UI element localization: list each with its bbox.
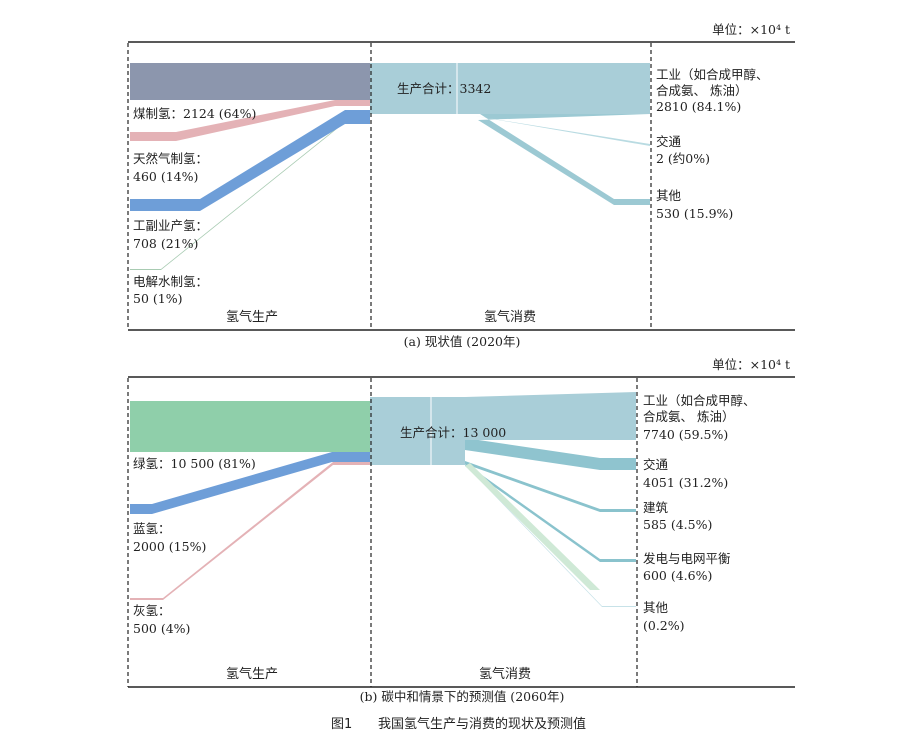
panel-b-source-grey-name: 灰氢：	[133, 603, 171, 618]
panel-a: 单位：×10⁴ t 煤制氢：2124 (64%) 天然气制氢： 460 (14%…	[127, 22, 795, 349]
panel-b-target-industry-line1: 工业（如合成甲醇、	[643, 393, 756, 408]
panel-b-target-building-name: 建筑	[643, 500, 669, 515]
flow-a-byproduct	[130, 110, 370, 211]
panel-b-source-blue-name: 蓝氢：	[133, 521, 171, 536]
panel-a-source-electrolysis-name: 电解水制氢：	[133, 274, 208, 289]
panel-a-target-industry-value: 2810 (84.1%)	[656, 99, 741, 114]
hub-a-total-band	[370, 63, 650, 114]
panel-b-source-grey-value: 500 (4%)	[133, 621, 190, 636]
flow-b-green-band	[130, 401, 370, 452]
panel-b-unit-label: 单位：×10⁴ t	[712, 357, 790, 372]
flow-b-blue-hydrogen	[130, 452, 370, 514]
flow-b-to-industry	[465, 392, 636, 440]
flow-b-faint-green	[465, 463, 600, 590]
flow-a-to-other	[478, 114, 650, 205]
panel-b-consumption-heading: 氢气消费	[479, 666, 531, 682]
panel-b-target-other-name: 其他	[643, 600, 669, 615]
figure-caption-number: 图1	[331, 717, 352, 732]
panel-a-source-coal: 煤制氢：2124 (64%)	[133, 106, 256, 121]
panel-a-target-other-value: 530 (15.9%)	[656, 206, 733, 221]
panel-a-production-heading: 氢气生产	[226, 309, 278, 325]
panel-b-target-power-value: 600 (4.6%)	[643, 568, 712, 583]
panel-b-target-industry-value: 7740 (59.5%)	[643, 427, 728, 442]
panel-a-target-industry-line1: 工业（如合成甲醇、	[656, 67, 769, 82]
flow-a-to-transport	[475, 116, 650, 146]
panel-a-target-transport-value: 2 (约0%)	[656, 151, 710, 166]
panel-b-target-transport-name: 交通	[643, 457, 669, 472]
panel-b-production-heading: 氢气生产	[226, 666, 278, 682]
panel-a-source-natural-gas-value: 460 (14%)	[133, 169, 198, 184]
panel-a-total-label: 生产合计：3342	[397, 81, 491, 96]
panel-a-source-byproduct-value: 708 (21%)	[133, 236, 198, 251]
panel-b-source-blue-value: 2000 (15%)	[133, 539, 206, 554]
flow-a-natural-gas	[130, 100, 370, 141]
panel-b-target-power-name: 发电与电网平衡	[643, 551, 731, 566]
flow-b-to-transport	[465, 438, 636, 470]
panel-b-target-transport-value: 4051 (31.2%)	[643, 475, 728, 490]
panel-b-source-green: 绿氢：10 500 (81%)	[133, 456, 256, 471]
panel-a-caption: (a) 现状值 (2020年)	[404, 334, 521, 349]
panel-a-source-byproduct-name: 工副业产氢：	[133, 218, 208, 233]
panel-a-target-other-name: 其他	[656, 188, 682, 203]
panel-a-target-transport-name: 交通	[656, 134, 682, 149]
panel-a-consumption-heading: 氢气消费	[484, 309, 536, 325]
panel-b-target-other-value: (0.2%)	[643, 618, 685, 633]
panel-b: 单位：×10⁴ t 绿氢：10 500 (81%) 蓝氢： 2000 (15%)…	[127, 357, 795, 704]
hub-b-total-band	[370, 397, 465, 465]
panel-b-total-label: 生产合计：13 000	[400, 425, 506, 440]
figure-caption-title: 我国氢气生产与消费的现状及预测值	[378, 716, 586, 732]
flow-a-coal-band	[130, 63, 370, 100]
panel-a-source-natural-gas-name: 天然气制氢：	[133, 151, 208, 166]
panel-a-unit-label: 单位：×10⁴ t	[712, 22, 790, 37]
panel-a-source-electrolysis-value: 50 (1%)	[133, 291, 182, 306]
panel-b-caption: (b) 碳中和情景下的预测值 (2060年)	[360, 689, 565, 704]
panel-b-target-building-value: 585 (4.5%)	[643, 517, 712, 532]
panel-a-target-industry-line2: 合成氨、 炼油）	[656, 83, 747, 98]
panel-b-target-industry-line2: 合成氨、 炼油）	[643, 409, 734, 424]
